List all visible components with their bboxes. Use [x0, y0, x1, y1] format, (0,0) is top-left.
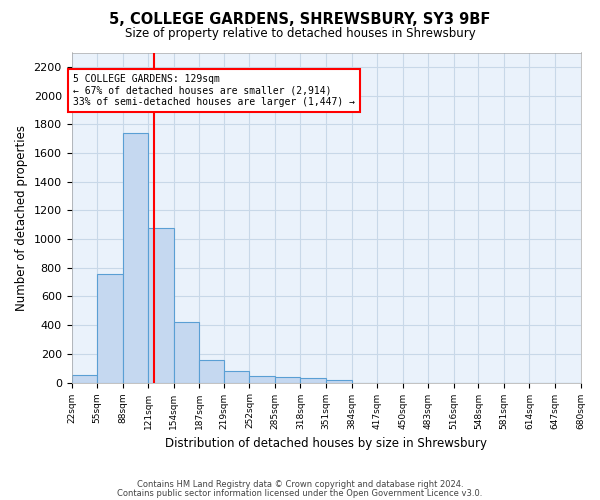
Text: 5, COLLEGE GARDENS, SHREWSBURY, SY3 9BF: 5, COLLEGE GARDENS, SHREWSBURY, SY3 9BF	[109, 12, 491, 28]
Bar	[148, 228, 173, 382]
Y-axis label: Number of detached properties: Number of detached properties	[15, 124, 28, 310]
X-axis label: Distribution of detached houses by size in Shrewsbury: Distribution of detached houses by size …	[165, 437, 487, 450]
Bar	[224, 371, 250, 382]
Text: Contains public sector information licensed under the Open Government Licence v3: Contains public sector information licen…	[118, 488, 482, 498]
Bar	[275, 377, 301, 382]
Bar	[173, 322, 199, 382]
Text: 5 COLLEGE GARDENS: 129sqm
← 67% of detached houses are smaller (2,914)
33% of se: 5 COLLEGE GARDENS: 129sqm ← 67% of detac…	[73, 74, 355, 107]
Bar	[199, 360, 224, 382]
Text: Contains HM Land Registry data © Crown copyright and database right 2024.: Contains HM Land Registry data © Crown c…	[137, 480, 463, 489]
Bar	[326, 380, 352, 382]
Bar	[71, 374, 97, 382]
Bar	[122, 133, 148, 382]
Bar	[250, 376, 275, 382]
Text: Size of property relative to detached houses in Shrewsbury: Size of property relative to detached ho…	[125, 28, 475, 40]
Bar	[301, 378, 326, 382]
Bar	[97, 274, 122, 382]
